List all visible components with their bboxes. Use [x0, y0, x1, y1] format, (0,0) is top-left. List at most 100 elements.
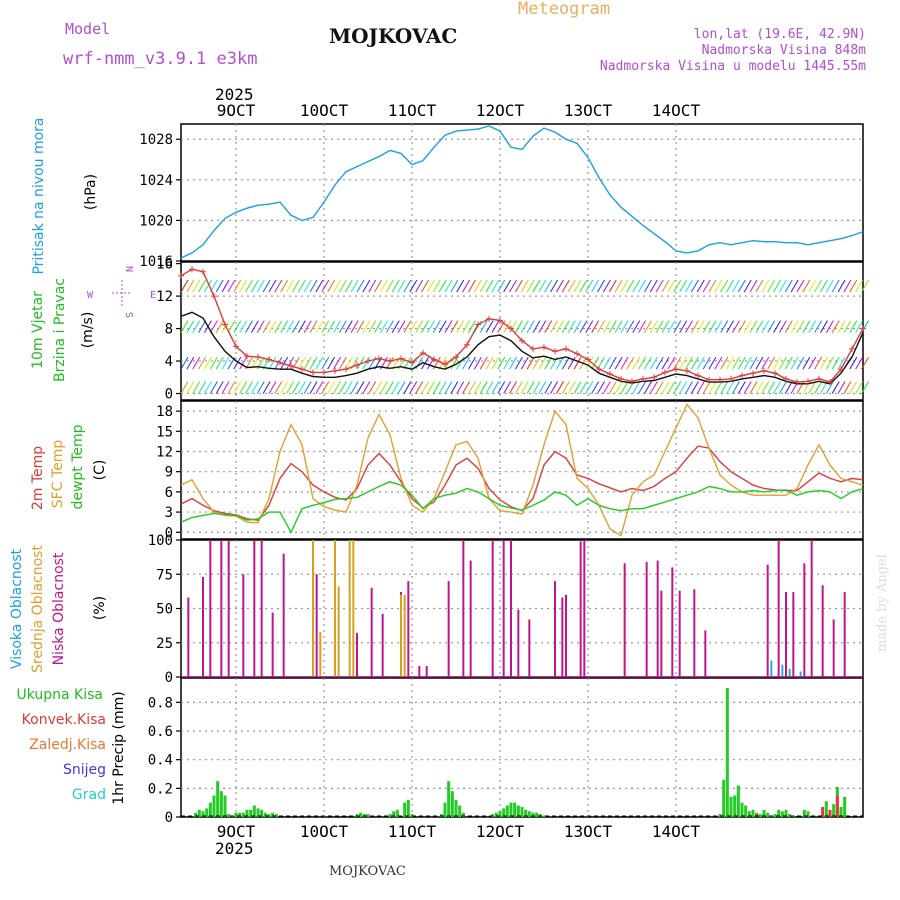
y-tick-label: 18: [156, 404, 173, 420]
clouds-bar: [337, 586, 340, 677]
date-label-bottom: 11OCT: [388, 822, 437, 841]
wind-barb: [825, 320, 834, 333]
wind-barb: [468, 381, 476, 394]
wind-barb: [438, 279, 447, 293]
wind-barb: [644, 356, 652, 370]
wind-barb: [350, 381, 359, 394]
precipitation-bar: [733, 795, 737, 817]
wind-barb: [338, 356, 347, 370]
wind-barb: [239, 279, 248, 293]
conv-precip-label: Konvek.Kisa: [22, 712, 106, 728]
wind-barb: [849, 279, 858, 293]
wind-barb: [397, 320, 406, 333]
pressure-line-mslp: [180, 125, 864, 259]
wind-barb: [825, 279, 834, 293]
wind-barb: [649, 320, 658, 333]
precipitation-bar: [531, 812, 535, 817]
wind-barb: [321, 381, 330, 394]
temperature-panel: [180, 400, 864, 540]
wind-barb: [696, 356, 705, 370]
wind-barb: [561, 320, 570, 333]
precipitation-bar: [271, 812, 275, 817]
wind-barb: [649, 356, 658, 370]
temperature-unit: (C): [92, 460, 108, 481]
wind-barb: [602, 356, 611, 370]
wind-barb: [233, 320, 242, 333]
wind-barb: [526, 381, 535, 394]
clouds-bar: [282, 553, 285, 677]
wind-barb: [743, 320, 752, 333]
dewpt-temp-label: dewpt Temp: [70, 424, 86, 509]
wind-barb: [520, 356, 529, 370]
wind-barb: [456, 320, 465, 333]
wind-barb: [655, 320, 664, 333]
wind-barb: [421, 279, 429, 293]
clouds-bar: [554, 581, 556, 677]
precipitation-bar: [205, 808, 209, 817]
precipitation-bar: [839, 806, 843, 817]
wind-barb: [573, 381, 582, 394]
precipitation-bar: [777, 809, 781, 817]
credit: made by Angel: [875, 554, 890, 652]
direction-key-east: E: [150, 290, 156, 301]
wind-barb: [802, 320, 811, 333]
wind-barb: [544, 320, 553, 333]
wind-barb: [690, 279, 699, 293]
wind-barb: [620, 356, 629, 370]
wind-barb: [808, 320, 817, 333]
precipitation-bar: [406, 799, 410, 817]
y-tick-label: 15: [156, 424, 173, 440]
clouds-bar: [187, 597, 190, 677]
wind-barb: [297, 381, 306, 394]
wind-barb: [526, 279, 535, 293]
wind-barb: [679, 320, 688, 333]
wind-barb: [814, 356, 823, 370]
precipitation-bar: [843, 796, 847, 817]
wind-barb: [767, 279, 776, 293]
wind-barb: [655, 381, 664, 394]
precipitation-bar: [524, 809, 528, 817]
wind-barb: [585, 356, 594, 370]
wind-barb: [233, 279, 242, 293]
wind-barb: [450, 381, 459, 394]
wind-barb: [585, 381, 594, 394]
wind-barb: [514, 279, 523, 293]
clouds-bar: [209, 540, 212, 677]
wind-barb: [362, 320, 371, 333]
wind-barb: [338, 381, 347, 394]
low-cloud-label: Niska Oblacnost: [51, 552, 67, 665]
wind-barb: [802, 279, 811, 293]
wind-barb: [385, 381, 394, 394]
wind-barb: [262, 279, 271, 293]
wind-barb: [321, 279, 330, 293]
wind-barb: [626, 320, 635, 333]
clouds-bar: [220, 540, 223, 677]
wind-barb: [790, 356, 799, 370]
y-tick-label: 1028: [139, 132, 173, 148]
wind-barb: [561, 356, 570, 370]
clouds-bar: [656, 560, 659, 677]
wind-barb: [268, 320, 277, 333]
wind-barb: [438, 320, 447, 333]
wind-barb: [784, 320, 793, 333]
wind-barb: [421, 381, 429, 394]
wind-barb: [532, 381, 541, 394]
wind-barb: [497, 356, 506, 370]
wind-barb: [520, 320, 529, 333]
wind-barb: [215, 320, 224, 333]
precipitation-bar: [263, 812, 267, 817]
precipitation-bar: [256, 808, 260, 817]
wind-barb: [344, 381, 353, 394]
wind-barb: [333, 320, 341, 333]
clouds-bar: [400, 594, 402, 677]
wind-barb: [620, 381, 629, 394]
wind-barb: [591, 356, 600, 370]
precipitation-bar: [454, 799, 458, 817]
wind-barb: [485, 381, 494, 394]
wind-barb: [327, 381, 336, 394]
precipitation-bar: [201, 811, 205, 817]
wind-barb: [597, 320, 605, 333]
wind-barb: [591, 381, 600, 394]
clouds-bar: [491, 540, 494, 677]
clouds-bar: [561, 597, 564, 677]
